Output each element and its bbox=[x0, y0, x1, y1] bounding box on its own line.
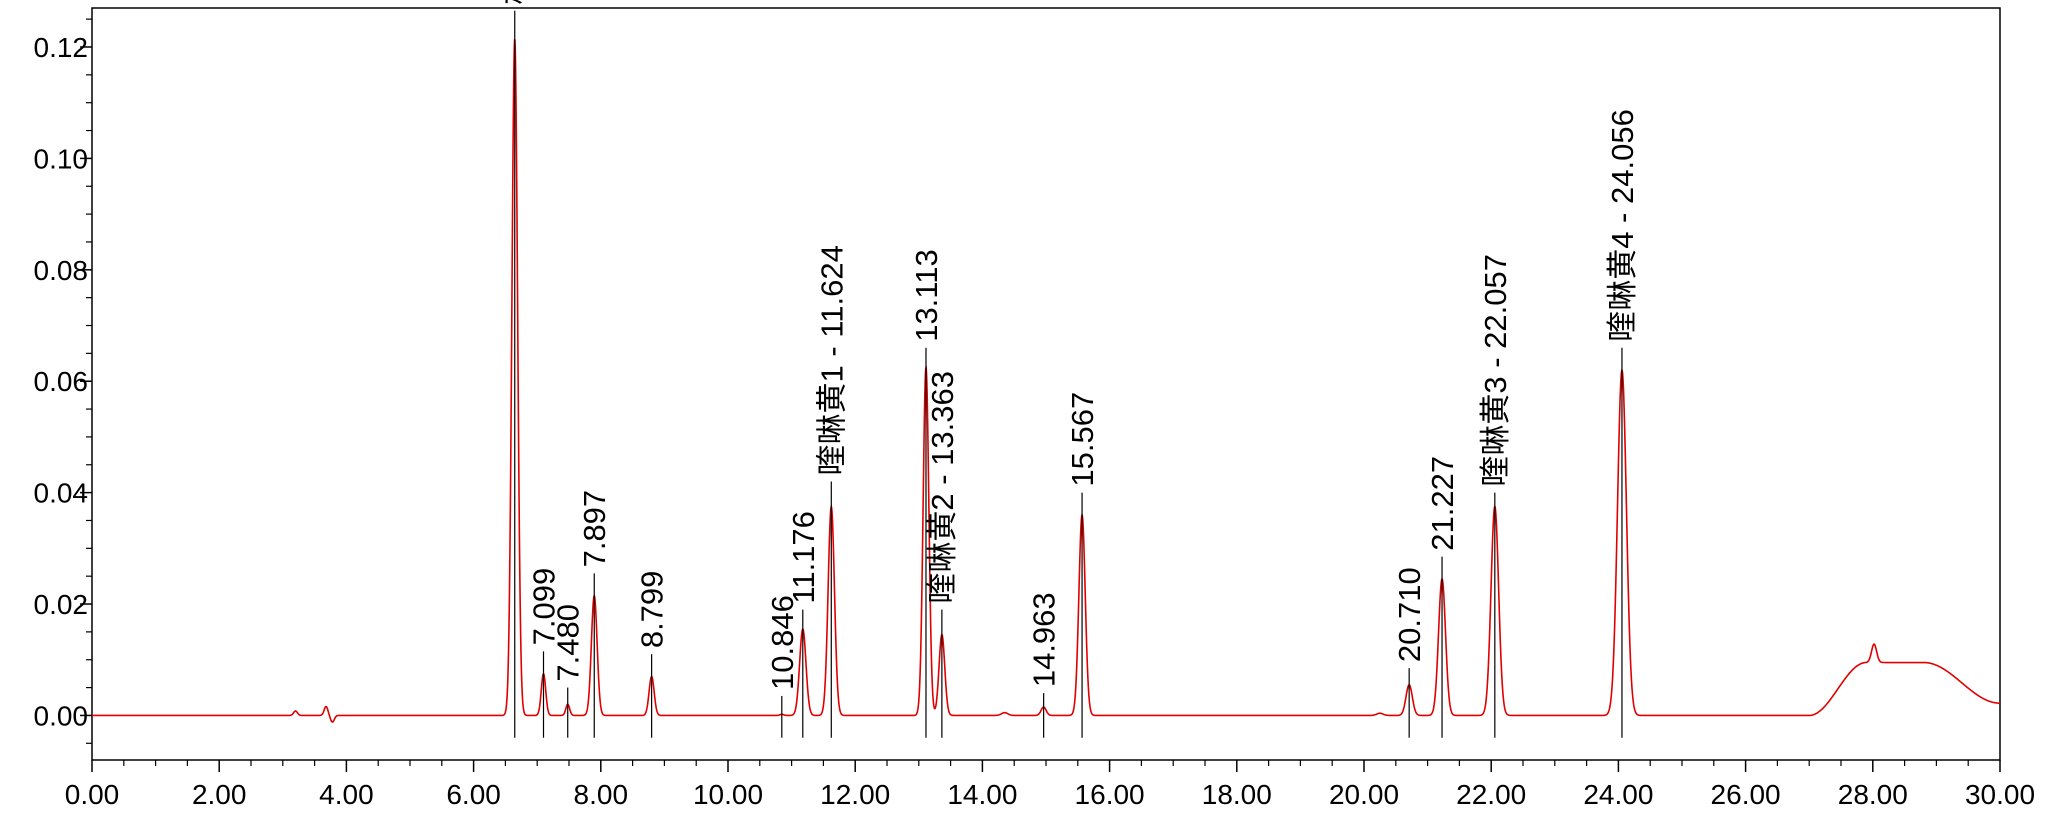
y-tick-label: 0.08 bbox=[34, 255, 89, 286]
peak-label: 20.710 bbox=[1392, 567, 1427, 662]
y-tick-label: 0.06 bbox=[34, 366, 89, 397]
x-tick-label: 6.00 bbox=[446, 779, 501, 810]
peak-label: 14.963 bbox=[1027, 592, 1062, 687]
x-tick-label: 4.00 bbox=[319, 779, 374, 810]
peak-label: 11.176 bbox=[786, 511, 821, 604]
x-tick-label: 24.00 bbox=[1583, 779, 1653, 810]
y-tick-label: 0.00 bbox=[34, 700, 89, 731]
peak-label: 21.227 bbox=[1425, 456, 1460, 551]
x-tick-label: 16.00 bbox=[1075, 779, 1145, 810]
chromatogram-trace bbox=[92, 39, 2000, 723]
y-tick-label: 0.02 bbox=[34, 589, 89, 620]
y-axis: 0.00 0.02 0.04 0.06 0.08 0.10 0.12 bbox=[34, 18, 92, 744]
x-tick-label: 22.00 bbox=[1456, 779, 1526, 810]
peak-label: 喹啉黄4 - 24.056 bbox=[1605, 109, 1640, 342]
y-tick-label: 0.12 bbox=[34, 32, 89, 63]
peak-label: 喹啉黄2 - 13.363 bbox=[925, 371, 960, 604]
x-tick-label: 30.00 bbox=[1965, 779, 2035, 810]
y-tick-label: 0.04 bbox=[34, 478, 89, 509]
y-tick-label: 0.10 bbox=[34, 143, 89, 174]
peak-label: 10.846 bbox=[765, 595, 800, 690]
x-tick-label: 2.00 bbox=[192, 779, 247, 810]
peak-label: 柠檬黄 - 6.647 bbox=[498, 0, 533, 5]
x-tick-label: 8.00 bbox=[574, 779, 629, 810]
x-tick-label: 26.00 bbox=[1711, 779, 1781, 810]
peak-label: 喹啉黄3 - 22.057 bbox=[1478, 254, 1513, 487]
peak-label: 7.897 bbox=[577, 490, 612, 568]
x-axis: 0.00 2.00 4.00 6.00 8.00 10.00 12.00 14.00 16.00… bbox=[65, 760, 2035, 810]
peak-label: 15.567 bbox=[1065, 392, 1100, 487]
x-tick-label: 12.00 bbox=[820, 779, 890, 810]
x-tick-label: 20.00 bbox=[1329, 779, 1399, 810]
x-tick-label: 14.00 bbox=[947, 779, 1017, 810]
x-tick-label: 0.00 bbox=[65, 779, 120, 810]
peak-label: 喹啉黄1 - 11.624 bbox=[814, 245, 849, 475]
peak-label: 8.799 bbox=[635, 571, 670, 649]
x-tick-label: 18.00 bbox=[1202, 779, 1272, 810]
peak-label: 7.099 bbox=[526, 568, 561, 646]
x-tick-label: 28.00 bbox=[1838, 779, 1908, 810]
x-tick-label: 10.00 bbox=[693, 779, 763, 810]
peak-label: 13.113 bbox=[909, 249, 944, 342]
peak-label: 7.480 bbox=[551, 604, 586, 682]
